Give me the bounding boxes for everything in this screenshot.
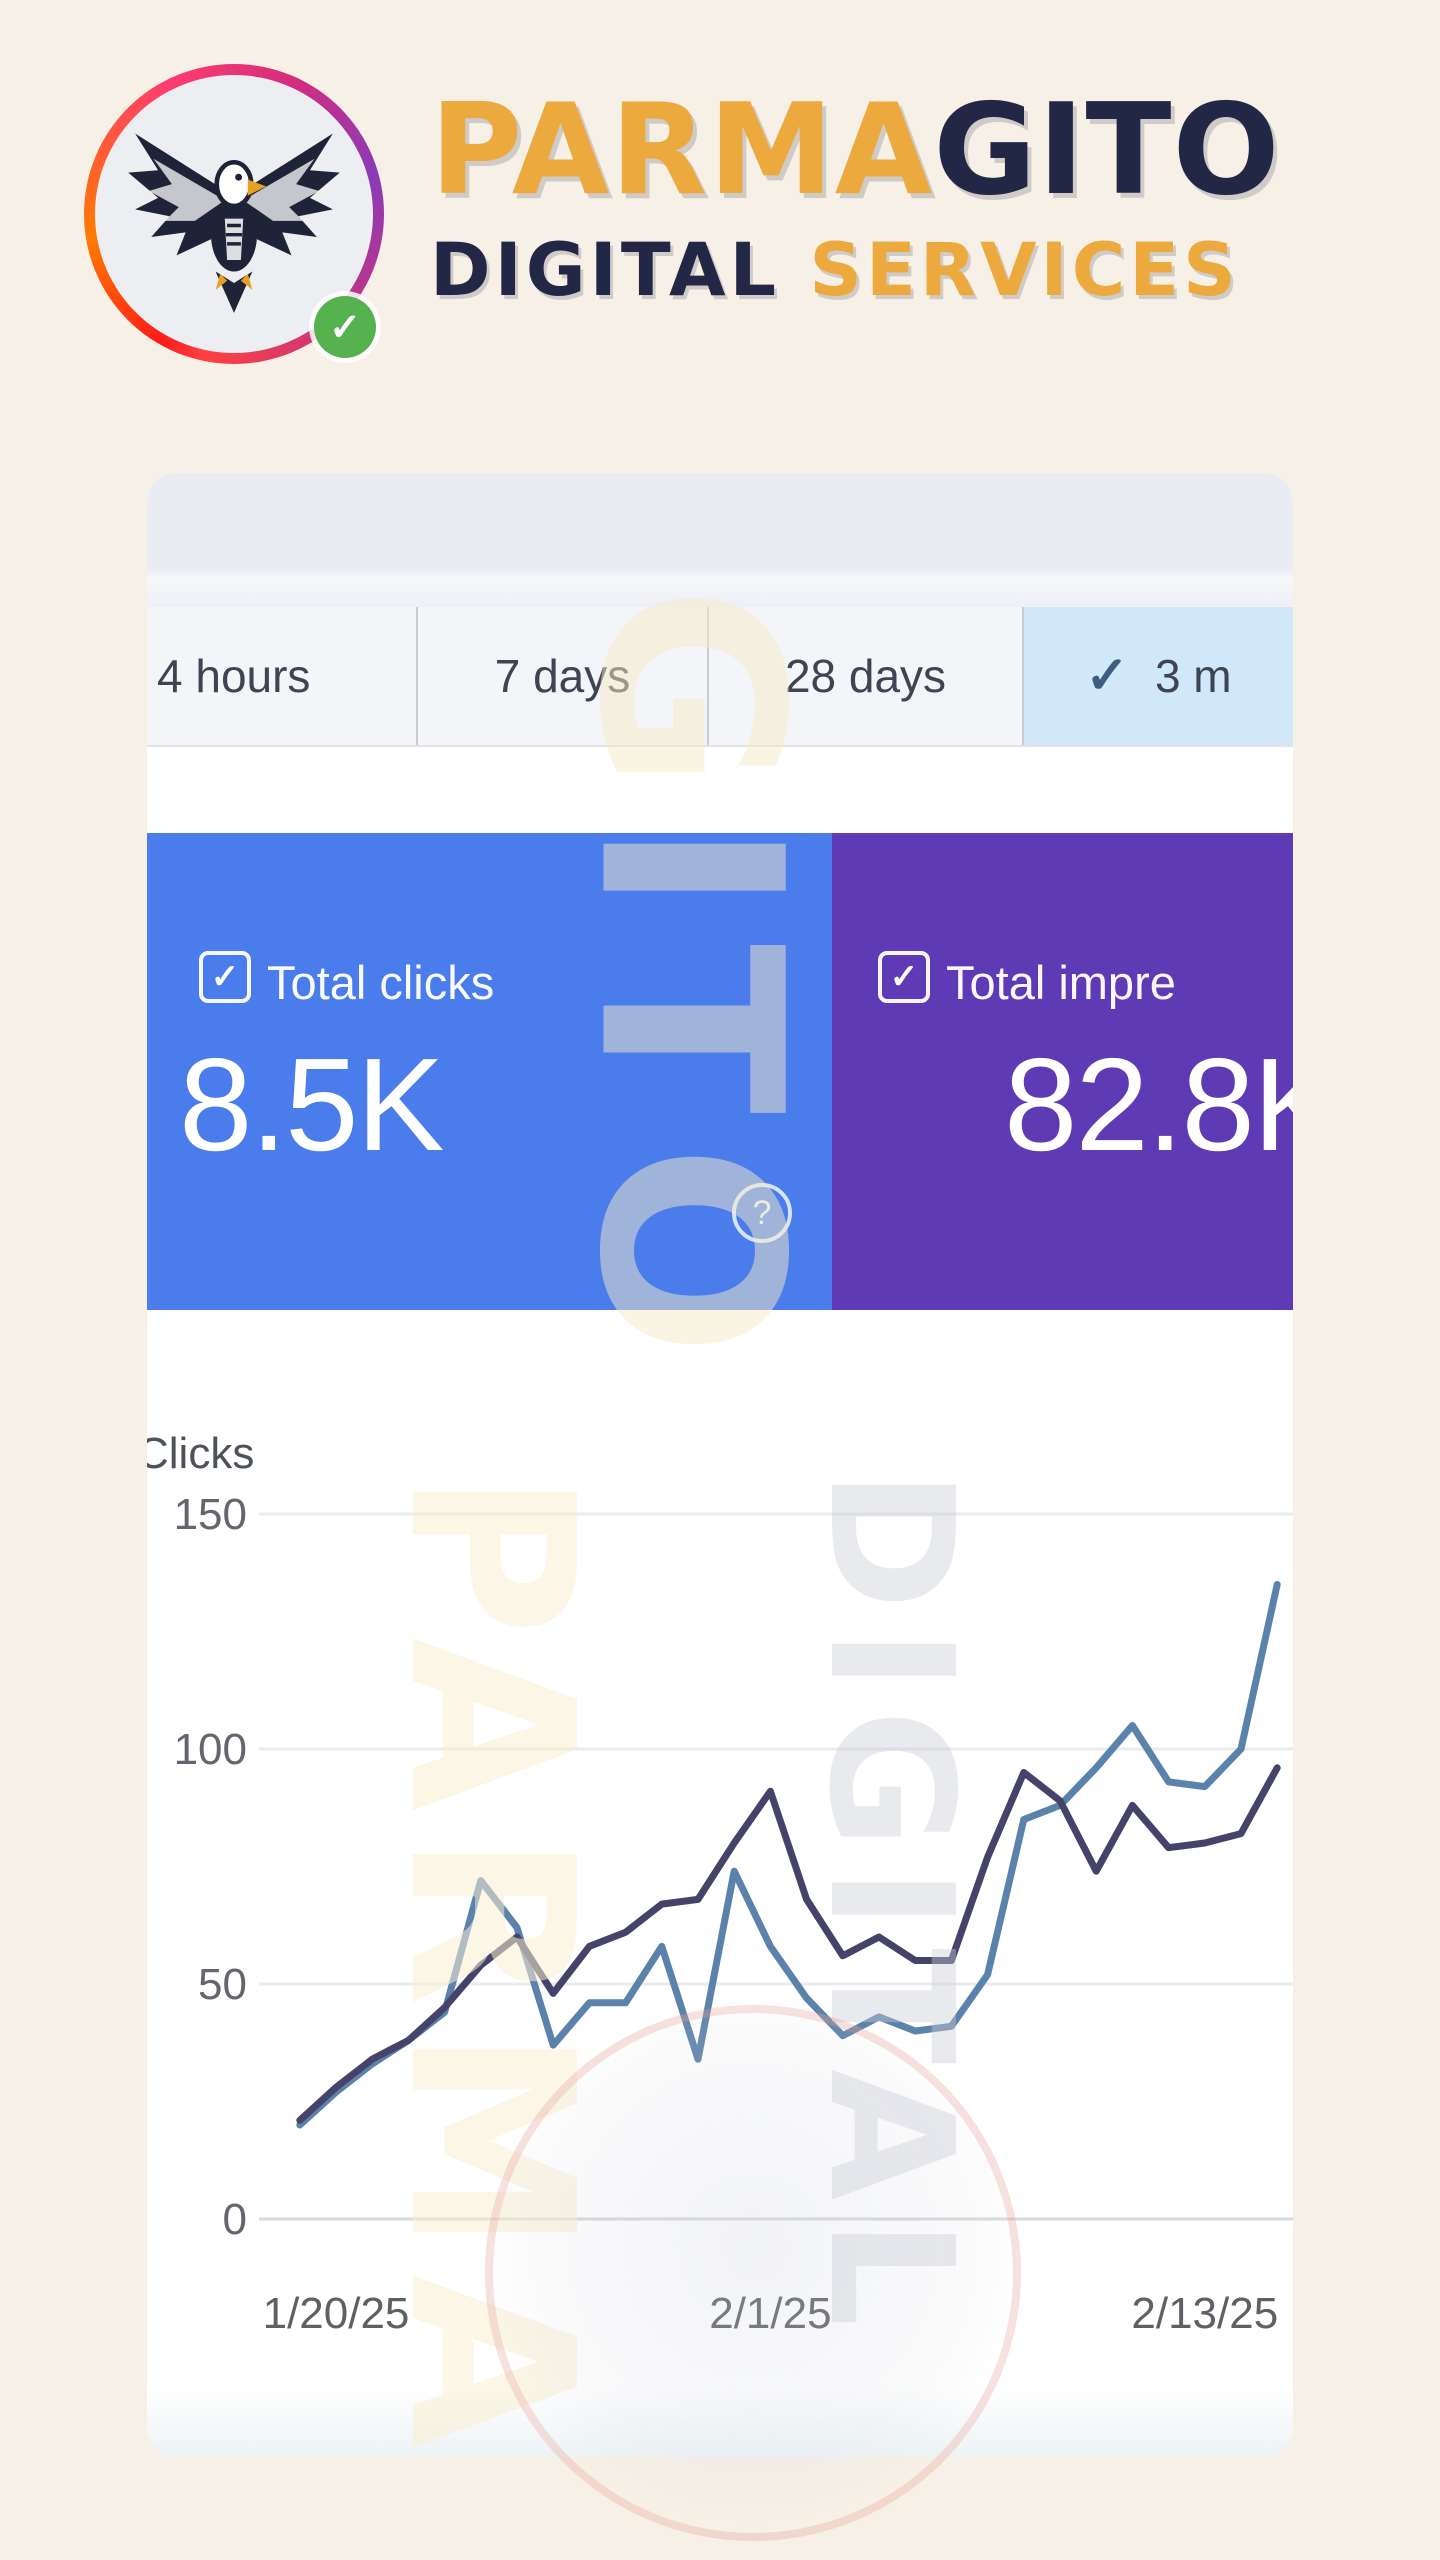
checkbox-glyph: ✓ <box>210 958 240 996</box>
card-bottom-tint <box>147 2387 1293 2457</box>
checkmark-icon: ✓ <box>1085 647 1129 705</box>
help-icon[interactable]: ? <box>732 1183 792 1243</box>
help-glyph: ? <box>752 1193 772 1232</box>
verified-badge-icon: ✓ <box>314 296 376 358</box>
tab-24-hours[interactable]: 4 hours <box>147 607 418 745</box>
svg-text:Clicks: Clicks <box>147 1429 254 1478</box>
metric-label: Total impre <box>946 956 1176 1009</box>
brand-subtitle-primary: DIGITAL <box>430 228 780 314</box>
brand-title-primary: PARMA <box>430 76 934 223</box>
checkbox-glyph: ✓ <box>889 958 919 996</box>
clicks-line-chart: 0 50 100 150 1/20/25 2/1/25 2/13/25 Clicks <box>147 1429 1293 2338</box>
search-console-screenshot-card: 4 hours 7 days 28 days ✓ 3 m ✓ Total cli… <box>147 473 1293 2457</box>
metrics-row: ✓ Total clicks 8.5K ? ✓ Total impre 82.8… <box>147 833 1293 1310</box>
brand-subtitle: DIGITAL SERVICES <box>430 234 1330 307</box>
brand-text: PARMAGITO DIGITAL SERVICES <box>430 83 1330 307</box>
total-impressions-card[interactable]: ✓ Total impre 82.8K <box>832 833 1293 1310</box>
svg-text:150: 150 <box>174 1490 247 1539</box>
eagle-icon <box>128 133 340 313</box>
tab-3-months-selected[interactable]: ✓ 3 m <box>1024 607 1293 745</box>
brand-title: PARMAGITO <box>430 83 1330 216</box>
checkbox-checked-icon[interactable]: ✓ <box>878 951 930 1003</box>
tab-label: 4 hours <box>157 650 311 702</box>
brand-subtitle-secondary: SERVICES <box>779 228 1240 314</box>
metric-value: 82.8K <box>1004 1031 1293 1178</box>
tab-label: 7 days <box>494 650 631 702</box>
date-range-tabbar: 4 hours 7 days 28 days ✓ 3 m <box>147 607 1293 747</box>
svg-text:2/13/25: 2/13/25 <box>1131 2289 1278 2338</box>
svg-text:1/20/25: 1/20/25 <box>263 2289 410 2338</box>
svg-text:2/1/25: 2/1/25 <box>709 2289 831 2338</box>
total-clicks-card[interactable]: ✓ Total clicks 8.5K ? <box>147 833 832 1310</box>
svg-text:50: 50 <box>198 1960 247 2009</box>
tab-label: 3 m <box>1154 650 1232 702</box>
console-header-strip <box>147 473 1293 607</box>
svg-text:100: 100 <box>174 1725 247 1774</box>
svg-text:0: 0 <box>223 2195 247 2244</box>
metric-value: 8.5K <box>179 1031 445 1178</box>
brand-logo: ✓ <box>84 64 384 364</box>
logo-circle <box>95 75 373 353</box>
tab-label: 28 days <box>784 650 947 702</box>
tab-7-days[interactable]: 7 days <box>418 607 709 745</box>
brand-title-secondary: GITO <box>933 76 1281 223</box>
metric-label: Total clicks <box>267 956 495 1009</box>
tab-28-days[interactable]: 28 days <box>709 607 1024 745</box>
checkbox-checked-icon[interactable]: ✓ <box>199 951 251 1003</box>
